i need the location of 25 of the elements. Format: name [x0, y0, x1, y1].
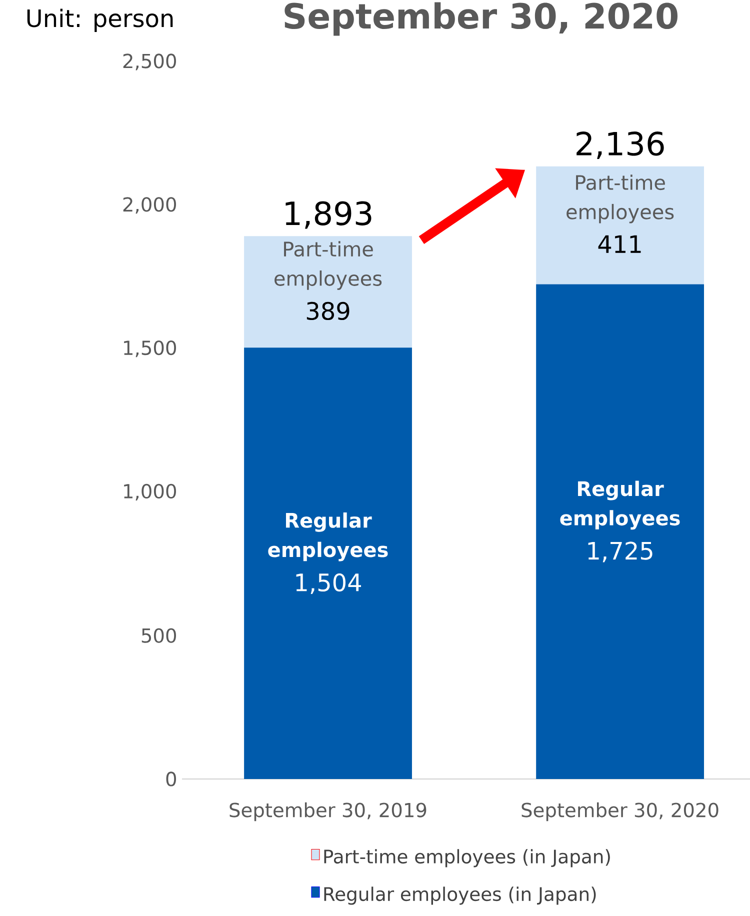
bar [536, 284, 704, 779]
data-label: 411 [598, 235, 641, 253]
annotation: Part-time employees [566, 174, 674, 224]
legend-label: Part-time employees (in Japan) [324, 849, 610, 868]
x-tick-label: September 30, 2019 [230, 802, 426, 822]
total-label: 2,136 [576, 132, 664, 160]
y-tick-label: 2,000 [123, 197, 176, 214]
annotation: Regular employees [268, 512, 388, 562]
y-axis-title: Unit: person [27, 8, 173, 32]
annotation: Regular employees [560, 480, 680, 530]
y-tick-label: 2,500 [123, 54, 176, 70]
bar [536, 166, 704, 284]
total-label: 1,893 [286, 201, 372, 229]
annotation: Part-time employees [274, 241, 382, 290]
y-tick-label: 500 [142, 628, 176, 643]
legend-label: Regular employees (in Japan) [324, 886, 596, 905]
data-label: 1,725 [588, 542, 652, 562]
chart-title: September 30, 2020 [284, 2, 678, 36]
y-tick-label: 1,000 [124, 484, 176, 500]
data-label: 1,504 [296, 573, 362, 594]
bar [244, 236, 412, 348]
y-tick-label: 1,500 [124, 340, 176, 358]
data-label: 389 [306, 302, 350, 320]
bar [244, 348, 412, 779]
y-tick-label: 0 [166, 772, 176, 786]
